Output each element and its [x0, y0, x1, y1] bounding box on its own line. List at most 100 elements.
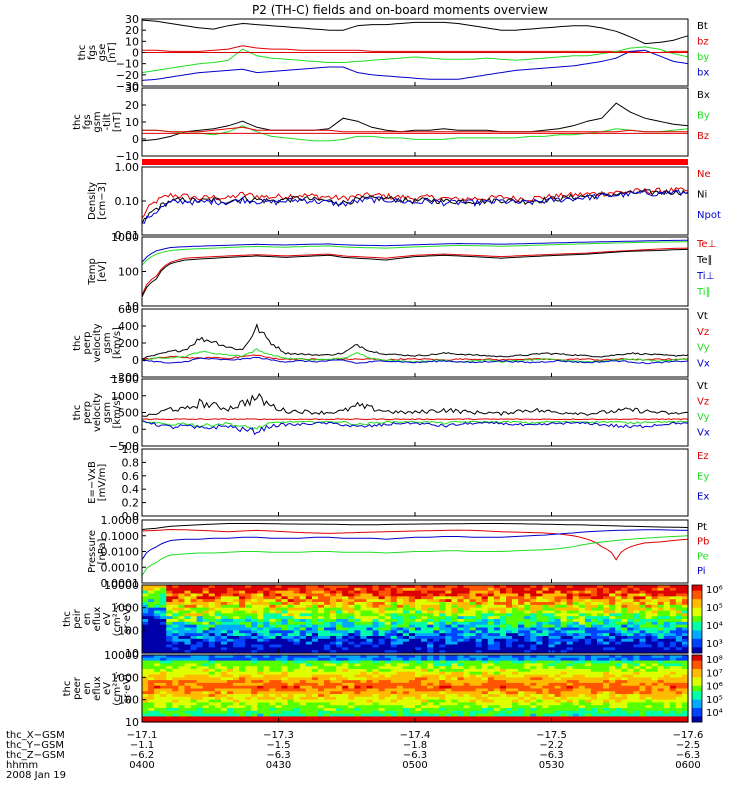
spectrogram-cell: [633, 641, 641, 646]
spectrogram-cell: [633, 713, 641, 718]
spectrogram-cell: [160, 619, 167, 623]
spectrogram-cell: [657, 685, 665, 690]
spectrogram-cell: [299, 630, 307, 634]
spectrogram-cell: [475, 702, 483, 706]
spectrogram-cell: [481, 627, 489, 631]
spectrogram-cell: [639, 604, 647, 609]
spectrogram-cell: [639, 613, 647, 617]
spectrogram-cell: [396, 627, 404, 631]
spectrogram-cell: [639, 621, 647, 626]
spectrogram-cell: [530, 627, 537, 631]
spectrogram-cell: [360, 590, 368, 595]
spectrogram-cell: [354, 696, 361, 701]
spectrogram-cell: [524, 713, 531, 718]
spectrogram-cell: [469, 702, 477, 706]
spectrogram-cell: [675, 638, 683, 643]
spectrogram-cell: [475, 610, 483, 614]
spectrogram-cell: [445, 655, 452, 659]
spectrogram-cell: [548, 708, 556, 712]
spectrogram-cell: [469, 599, 477, 603]
spectrogram-cell: [584, 587, 592, 592]
spectrogram-cell: [214, 621, 222, 626]
spectrogram-cell: [633, 621, 641, 626]
spectrogram-cell: [512, 688, 519, 692]
spectrogram-cell: [445, 590, 452, 595]
spectrogram-cell: [657, 691, 665, 695]
spectrogram-cell: [384, 602, 392, 606]
spectrogram-cell: [202, 650, 210, 654]
spectrogram-cell: [499, 657, 507, 662]
spectrogram-cell: [148, 636, 155, 640]
spectrogram-cell: [336, 644, 343, 648]
spectrogram-cell: [184, 590, 192, 595]
spectrogram-cell: [427, 702, 434, 706]
spectrogram-cell: [384, 616, 392, 620]
spectrogram-cell: [330, 696, 337, 701]
spectrogram-cell: [287, 682, 295, 687]
spectrogram-cell: [493, 619, 501, 623]
spectrogram-cell: [239, 636, 246, 640]
spectrogram-cell: [372, 680, 380, 684]
spectrogram-cell: [481, 602, 489, 606]
spectrogram-cell: [166, 627, 173, 631]
spectrogram-cell: [506, 613, 513, 617]
spectrogram-cell: [566, 644, 574, 648]
spectrogram-cell: [603, 590, 610, 595]
spectrogram-cell: [645, 713, 653, 718]
spectrogram-cell: [384, 710, 392, 715]
spectrogram-cell: [154, 680, 161, 684]
spectrogram-cell: [372, 682, 380, 687]
y-tick-label: 200: [118, 337, 139, 350]
spectrogram-cell: [330, 677, 337, 681]
spectrogram-cell: [245, 671, 252, 676]
spectrogram-cell: [396, 688, 404, 692]
spectrogram-cell: [609, 590, 616, 595]
y-axis-label: [eV]: [97, 261, 108, 282]
spectrogram-cell: [402, 593, 410, 597]
spectrogram-cell: [530, 680, 537, 684]
spectrogram-cell: [645, 716, 653, 720]
spectrogram-cell: [597, 604, 604, 609]
spectrogram-cell: [427, 663, 434, 667]
spectrogram-cell: [542, 619, 550, 623]
spectrogram-cell: [506, 660, 513, 664]
spectrogram-cell: [657, 619, 665, 623]
spectrogram-cell: [196, 593, 204, 597]
spectrogram-cell: [530, 671, 537, 676]
spectrogram-cell: [621, 587, 628, 592]
spectrogram-cell: [536, 680, 543, 684]
spectrogram-cell: [360, 688, 368, 692]
spectrogram-cell: [499, 696, 507, 701]
spectrogram-cell: [396, 636, 404, 640]
spectrogram-cell: [681, 716, 689, 720]
spectrogram-cell: [566, 708, 574, 712]
spectrogram-cell: [208, 691, 216, 695]
spectrogram-cell: [530, 702, 537, 706]
spectrogram-cell: [639, 677, 647, 681]
spectrogram-cell: [196, 666, 204, 670]
spectrogram-cell: [408, 587, 416, 592]
spectrogram-cell: [384, 674, 392, 678]
colorbar-segment: [692, 647, 702, 651]
legend-entry: Ex: [697, 492, 709, 503]
spectrogram-cell: [154, 663, 161, 667]
spectrogram-cell: [202, 680, 210, 684]
spectrogram-cell: [281, 699, 289, 704]
spectrogram-cell: [499, 663, 507, 667]
legend-entry: Te∥: [696, 255, 713, 266]
spectrogram-cell: [317, 613, 325, 617]
spectrogram-cell: [512, 655, 519, 659]
spectrogram-cell: [457, 708, 465, 712]
spectrogram-cell: [627, 613, 634, 617]
spectrogram-cell: [536, 674, 543, 678]
spectrogram-cell: [390, 638, 398, 643]
spectrogram-cell: [148, 674, 155, 678]
spectrogram-cell: [512, 647, 519, 651]
spectrogram-cell: [342, 633, 349, 637]
spectrogram-cell: [548, 636, 556, 640]
y-tick-label: 400: [118, 320, 139, 333]
spectrogram-cell: [639, 633, 647, 637]
spectrogram-cell: [142, 636, 149, 640]
spectrogram-cell: [627, 708, 634, 712]
spectrogram-cell: [148, 630, 155, 634]
